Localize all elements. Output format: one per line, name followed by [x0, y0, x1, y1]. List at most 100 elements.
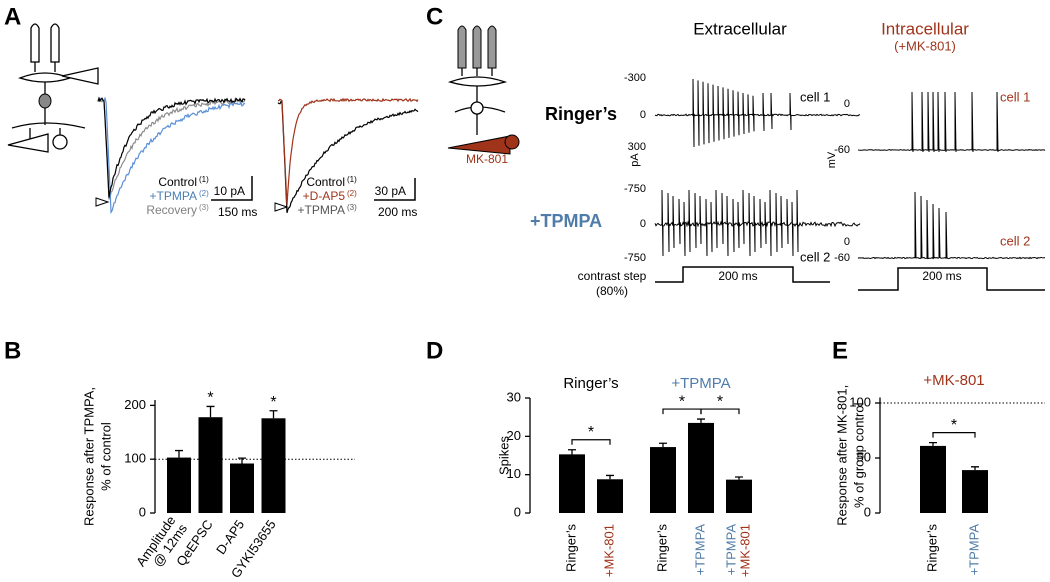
trace	[97, 97, 246, 200]
bar	[920, 445, 946, 513]
bar	[962, 470, 988, 513]
x-tick-label: +MK-801	[737, 524, 752, 577]
legend-index: (2)	[199, 189, 209, 198]
bar	[726, 479, 752, 513]
y-tick-label: 30	[507, 389, 521, 404]
tick-label: -750	[624, 252, 646, 264]
panel-label: A	[4, 3, 21, 30]
error-bar	[206, 405, 215, 418]
trace	[654, 78, 861, 148]
drug-label: MK-801	[466, 152, 508, 166]
legend-index: (3)	[347, 203, 357, 212]
x-tick-label: +TPMPA	[692, 524, 707, 576]
significance-bracket	[700, 408, 740, 415]
retina-cartoon-a	[7, 23, 99, 153]
y-axis-label: Response after TPMPA,	[81, 387, 96, 526]
arrowhead	[274, 202, 289, 212]
bar	[261, 418, 286, 513]
legend-index: (1)	[199, 175, 209, 184]
y-tick-label: 20	[507, 428, 521, 443]
significance-label: *	[270, 394, 276, 411]
scale-label: 10 pA	[214, 184, 245, 198]
trace	[857, 91, 1046, 153]
stimulus-trace	[858, 267, 1045, 291]
stimulus-label: (80%)	[596, 284, 628, 298]
group-title: Ringer’s	[563, 375, 618, 392]
bar	[688, 422, 714, 513]
error-bar	[606, 474, 614, 480]
panel-label: D	[426, 337, 443, 364]
y-axis-label: % of group control	[851, 402, 866, 508]
scale-bar	[374, 178, 416, 201]
tick-label: 0	[844, 98, 850, 110]
stimulus-duration: 200 ms	[718, 269, 757, 283]
tick-label: -60	[834, 144, 850, 156]
panel-label: E	[832, 337, 848, 364]
tick-label: 300	[628, 141, 646, 153]
y-tick-label: 10	[507, 466, 521, 481]
significance-bracket	[571, 439, 611, 445]
x-tick-label: +MK-801	[601, 524, 616, 577]
legend-index: (1)	[347, 175, 357, 184]
tick-label: -300	[624, 72, 646, 84]
error-bar	[697, 418, 705, 423]
row-label: +TPMPA	[530, 211, 602, 231]
cell-label: cell 1	[1000, 89, 1030, 104]
error-bar	[269, 410, 278, 419]
tick-label: -750	[624, 183, 646, 195]
x-tick-label: Ringer’s	[924, 524, 939, 572]
significance-label: *	[679, 393, 685, 410]
row-label: Ringer’s	[545, 104, 617, 124]
chart-title: +MK-801	[923, 372, 984, 389]
significance-label: *	[717, 393, 723, 410]
y-tick-label: 100	[124, 451, 146, 466]
unit-label: pA	[629, 153, 641, 167]
significance-label: *	[951, 417, 957, 434]
bar	[198, 417, 223, 513]
scale-bar	[211, 176, 253, 201]
column-title: Extracellular	[693, 19, 787, 38]
error-bar	[971, 466, 979, 471]
significance-label: *	[207, 390, 213, 407]
y-tick-label: 100	[849, 394, 871, 409]
significance-label: *	[588, 424, 594, 441]
tick-label: 0	[640, 218, 646, 230]
scale-label: 200 ms	[378, 205, 417, 219]
legend-label: Control	[306, 175, 345, 189]
error-bar	[175, 449, 183, 458]
trace	[98, 96, 246, 215]
x-tick-label: +TPMPA	[723, 524, 738, 576]
error-bar	[929, 441, 937, 446]
y-axis-label: Spikes	[496, 435, 511, 475]
y-axis-label: Response after MK-801,	[834, 385, 849, 526]
legend-index: (2)	[347, 189, 357, 198]
legend-label: +D-AP5	[303, 189, 346, 203]
panel-label: C	[426, 3, 443, 30]
legend-index: (3)	[199, 203, 209, 212]
legend-label: +TPMPA	[150, 189, 197, 203]
trace	[277, 100, 419, 214]
x-tick-label: Ringer’s	[654, 524, 669, 572]
y-axis-label: % of control	[98, 422, 113, 491]
y-tick-label: 0	[514, 504, 521, 519]
error-bar	[659, 442, 667, 448]
legend-label: +TPMPA	[298, 203, 345, 217]
cell-label: cell 2	[800, 249, 830, 264]
column-title: Intracellular	[881, 19, 969, 38]
retina-cartoon-c	[447, 25, 520, 155]
trace	[857, 191, 1045, 260]
tick-label: 0	[640, 109, 646, 121]
tick-label: -60	[834, 252, 850, 264]
trace	[654, 189, 861, 257]
stimulus-duration: 200 ms	[922, 269, 961, 283]
bar	[597, 479, 623, 513]
error-bar	[238, 457, 246, 464]
trace	[277, 97, 419, 205]
cell-label: cell 2	[1000, 233, 1030, 248]
bar	[559, 454, 585, 513]
group-title: +TPMPA	[671, 375, 730, 392]
y-tick-label: 0	[139, 504, 146, 519]
column-note: (+MK-801)	[894, 38, 956, 53]
